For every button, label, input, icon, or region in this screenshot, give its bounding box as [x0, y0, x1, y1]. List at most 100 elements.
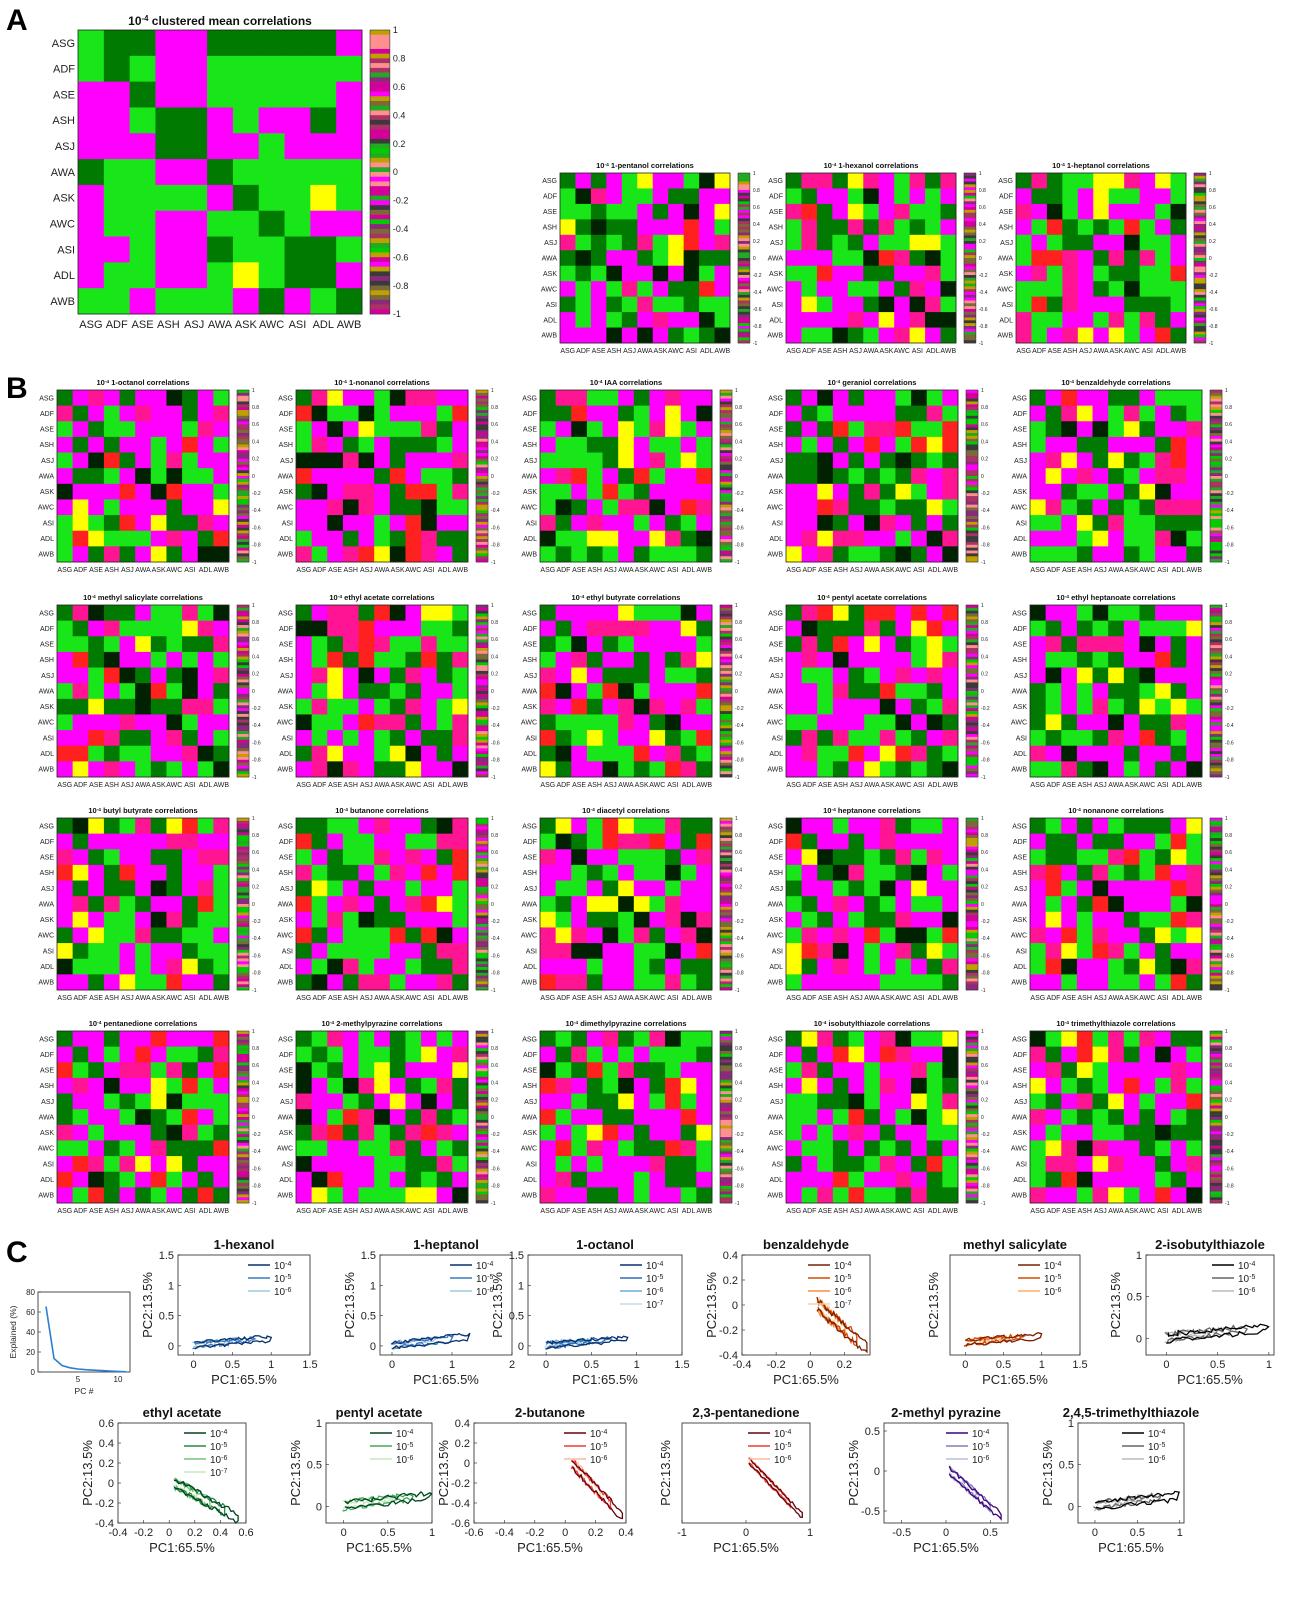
heatmap-cell [665, 730, 682, 747]
heatmap-cell [258, 159, 285, 186]
colorbar-tick-label: -1 [735, 775, 740, 781]
heatmap-cell [1170, 188, 1187, 205]
colorbar-stripe [720, 984, 733, 988]
row-label: ASE [40, 855, 54, 862]
heatmap-cell [911, 1156, 928, 1173]
colorbar-stripe [1210, 478, 1223, 483]
heatmap-cell [680, 927, 697, 944]
col-label: ASK [235, 319, 258, 331]
colorbar-stripe [720, 869, 733, 873]
heatmap-cell [358, 452, 375, 469]
heatmap-cell [166, 1046, 183, 1063]
heatmap-cell [358, 546, 375, 563]
colorbar-frame [737, 172, 751, 344]
col-label: ASE [572, 1208, 586, 1215]
heatmap-cell [649, 452, 666, 469]
heatmap-cell [801, 698, 818, 715]
colorbar-stripe [966, 975, 979, 979]
heatmap-cell [436, 483, 453, 500]
heatmap-cell [296, 761, 313, 778]
colorbar-frame [719, 1030, 733, 1204]
colorbar-stripe [1194, 272, 1206, 276]
heatmap-cell [649, 683, 666, 700]
colorbar-tick-label: -0.2 [735, 919, 744, 925]
heatmap-cell [816, 327, 833, 344]
heatmap-cell [668, 250, 685, 267]
heatmap-cell [182, 745, 199, 762]
heatmap-cell [911, 1187, 928, 1204]
heatmap-cell [1062, 327, 1079, 344]
heatmap-cell [327, 452, 344, 469]
colorbar-stripe [1210, 725, 1223, 729]
col-label: ASK [1125, 567, 1139, 574]
colorbar-stripe [237, 987, 250, 991]
heatmap-cell [296, 927, 313, 944]
heatmap-cell [57, 651, 74, 668]
colorbar-stripe [720, 636, 733, 640]
colorbar-stripe [237, 1117, 250, 1121]
heatmap-cell [555, 605, 572, 622]
heatmap-cell [680, 958, 697, 975]
colorbar-stripe [738, 190, 750, 194]
colorbar: 10.80.60.40.20-0.2-0.4-0.6-0.8-1 [1209, 816, 1234, 994]
heatmap-cell [374, 958, 391, 975]
heatmap-cell [119, 974, 136, 991]
colorbar-stripe [720, 898, 733, 902]
colorbar-stripe [966, 774, 979, 778]
heatmap-cell [895, 927, 912, 944]
heatmap-cell [296, 530, 313, 547]
heatmap-cell [696, 927, 713, 944]
heatmap-cell [103, 55, 131, 83]
colorbar-stripe [476, 530, 489, 534]
panel-letter: A [6, 4, 28, 37]
heatmap-cell [103, 452, 120, 469]
heatmap-cell [1046, 296, 1063, 313]
heatmap-cell [786, 927, 803, 944]
colorbar-stripe [237, 691, 250, 695]
colorbar-stripe [720, 1177, 733, 1181]
colorbar-stripe [370, 233, 390, 239]
heatmap-cell [926, 483, 943, 500]
heatmap-cell [213, 698, 230, 715]
colorbar-stripe [720, 556, 733, 560]
heatmap-cell [540, 436, 557, 453]
colorbar-stripe [720, 639, 733, 643]
col-label: ASI [667, 567, 678, 574]
col-label: ASK [653, 348, 667, 355]
heatmap-cell [696, 958, 713, 975]
colorbar-stripe [476, 1045, 489, 1049]
colorbar-tick-label: 0.2 [981, 885, 988, 891]
heatmap-cell [150, 714, 167, 731]
heatmap-cell [633, 958, 650, 975]
heatmap-cell [817, 468, 834, 485]
colorbar-stripe [720, 673, 733, 677]
heatmap-cell [436, 683, 453, 700]
colorbar-stripe [237, 955, 250, 959]
heatmap-cell [633, 698, 650, 715]
heatmap-cell [1155, 312, 1171, 328]
heatmap-cell [586, 1062, 603, 1079]
heatmap-cell [863, 312, 880, 328]
heatmap-cell [284, 159, 311, 186]
colorbar-stripe [237, 645, 250, 649]
heatmap-cell [633, 452, 650, 469]
colorbar-tick-label: -0.8 [491, 758, 500, 764]
heatmap-cell [197, 636, 214, 653]
colorbar-stripe [720, 1042, 733, 1046]
heatmap-cell [342, 405, 359, 422]
heatmap-cell [894, 250, 911, 267]
heatmap-cell [940, 219, 957, 236]
colorbar-stripe [237, 627, 250, 632]
colorbar-stripe [1194, 340, 1206, 344]
heatmap-cell [72, 818, 89, 835]
colorbar-stripe [476, 430, 489, 434]
col-label: ASG [296, 995, 311, 1002]
colorbar-stripe [738, 331, 750, 335]
colorbar-stripe [476, 438, 489, 442]
heatmap-cell [213, 1077, 230, 1094]
heatmap-cell [197, 452, 214, 469]
heatmap-cell [405, 896, 422, 913]
title-text: ethyl acetate correlations [342, 593, 435, 602]
colorbar-tick-label: 0.8 [252, 405, 259, 411]
heatmap-cell [197, 468, 214, 485]
